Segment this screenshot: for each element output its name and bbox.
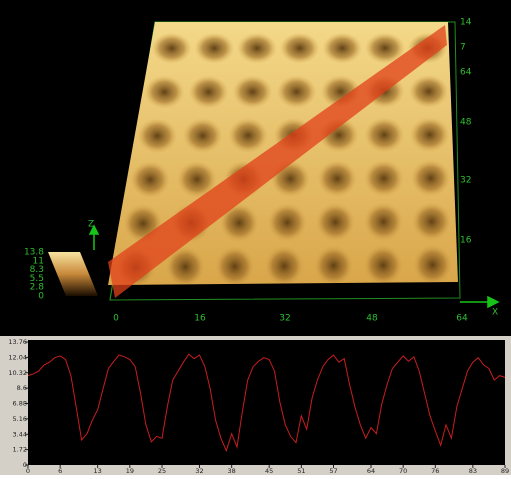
pit bbox=[228, 118, 268, 153]
y-tick-label: 6.88 bbox=[13, 400, 27, 408]
pit bbox=[411, 160, 451, 197]
x-axis-label: 64 bbox=[456, 314, 468, 324]
y-tick-label: 1.72 bbox=[13, 446, 27, 454]
pit bbox=[364, 117, 404, 152]
x-tick-label: 6 bbox=[58, 467, 62, 475]
side-axis-label: 48 bbox=[460, 118, 472, 128]
side-axis-label: 16 bbox=[460, 236, 472, 246]
pit bbox=[322, 33, 362, 64]
pit bbox=[280, 33, 320, 64]
pit bbox=[130, 161, 170, 198]
side-axis-label: 64 bbox=[460, 68, 472, 78]
pit bbox=[233, 75, 273, 108]
x-tick-label: 0 bbox=[26, 467, 30, 475]
x-tick-label: 89 bbox=[501, 467, 509, 475]
x-tick-label: 70 bbox=[399, 467, 407, 475]
side-axis-label: 7 bbox=[460, 43, 466, 53]
x-tick-label: 51 bbox=[297, 467, 305, 475]
axis-label: X bbox=[492, 308, 498, 318]
x-axis-label: 0 bbox=[113, 314, 119, 324]
pit bbox=[267, 203, 307, 242]
y-tick-label: 5.16 bbox=[13, 415, 27, 423]
y-tick-label: 8.6 bbox=[17, 384, 27, 392]
pit bbox=[137, 118, 177, 153]
pit bbox=[363, 245, 403, 286]
side-axis-label: 32 bbox=[460, 176, 471, 186]
y-tick-label: 13.76 bbox=[8, 338, 27, 346]
x-tick-label: 76 bbox=[431, 467, 439, 475]
y-tick-label: 12.04 bbox=[8, 353, 27, 361]
pit bbox=[183, 118, 223, 153]
page: {"view3d": {"axis_labels": ["X", "Z"], "… bbox=[0, 0, 511, 475]
pit bbox=[264, 245, 304, 286]
side-axis-label: 14 bbox=[460, 18, 472, 28]
x-tick-label: 32 bbox=[195, 467, 203, 475]
x-tick-label: 64 bbox=[367, 467, 375, 475]
x-tick-label: 38 bbox=[228, 467, 236, 475]
pit bbox=[237, 33, 277, 64]
pit bbox=[413, 244, 453, 285]
y-tick-label: 10.32 bbox=[8, 369, 27, 377]
pit bbox=[314, 245, 354, 286]
x-tick-label: 83 bbox=[469, 467, 477, 475]
pit bbox=[194, 33, 234, 64]
axis-label: Z bbox=[88, 220, 94, 230]
screen: X Z 0163248641476448321613.8118.35.52.80… bbox=[0, 0, 511, 475]
pit bbox=[189, 75, 229, 108]
pit bbox=[317, 160, 357, 197]
pit bbox=[364, 160, 404, 197]
x-tick-label: 19 bbox=[126, 467, 134, 475]
pit bbox=[410, 117, 450, 152]
y-tick-label: 3.44 bbox=[13, 430, 27, 438]
x-tick-label: 57 bbox=[329, 467, 337, 475]
pit bbox=[364, 202, 404, 241]
x-tick-label: 45 bbox=[265, 467, 273, 475]
pit bbox=[412, 202, 452, 241]
x-tick-label: 13 bbox=[94, 467, 102, 475]
x-axis-label: 16 bbox=[194, 314, 206, 324]
colorbar-label: 0 bbox=[38, 292, 44, 302]
x-axis-label: 48 bbox=[366, 314, 378, 324]
pit bbox=[144, 75, 184, 108]
x-tick-label: 25 bbox=[158, 467, 166, 475]
x-axis-label: 32 bbox=[279, 314, 290, 324]
pit bbox=[277, 75, 317, 108]
pit bbox=[152, 33, 192, 64]
pit bbox=[215, 246, 255, 287]
pit bbox=[409, 75, 449, 108]
pit bbox=[315, 203, 355, 242]
